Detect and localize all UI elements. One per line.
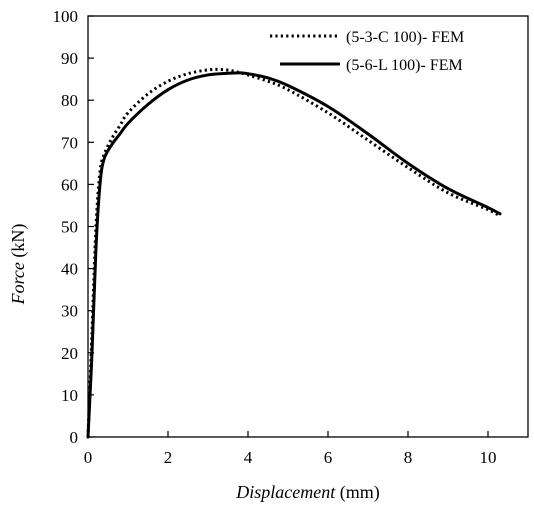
y-tick-label: 0 bbox=[70, 428, 79, 447]
series-layer bbox=[86, 67, 502, 439]
x-tick-label: 10 bbox=[480, 448, 497, 467]
x-axis-title-name: Displacement bbox=[235, 482, 336, 502]
y-axis-title-name: Force bbox=[8, 262, 28, 305]
y-tick-label: 80 bbox=[61, 91, 78, 110]
x-tick-label: 6 bbox=[324, 448, 333, 467]
x-tick-label: 2 bbox=[164, 448, 173, 467]
y-tick-label: 100 bbox=[53, 7, 79, 26]
y-axis-title-unit: (kN) bbox=[8, 224, 29, 258]
legend-label-series-2: (5-6-L 100)- FEM bbox=[346, 57, 463, 74]
legend-label-series-1: (5-3-C 100)- FEM bbox=[346, 29, 464, 46]
x-axis-title: Displacement (mm) bbox=[235, 482, 379, 503]
y-tick-label: 90 bbox=[61, 49, 78, 68]
series-line-2 bbox=[86, 71, 502, 439]
y-tick-label: 60 bbox=[61, 175, 78, 194]
x-tick-label: 8 bbox=[404, 448, 413, 467]
axis-tick-labels: 0 10 20 30 40 50 60 70 80 90 100 0 2 4 6 8 10 bbox=[53, 7, 497, 467]
y-tick-label: 70 bbox=[61, 133, 78, 152]
y-tick-label: 20 bbox=[61, 344, 78, 363]
x-tick-label: 0 bbox=[84, 448, 93, 467]
plot-area-frame bbox=[87, 15, 529, 438]
x-tick-label: 4 bbox=[244, 448, 253, 467]
series-line-1 bbox=[86, 67, 501, 438]
y-axis-title: Force (kN) bbox=[8, 224, 29, 306]
x-axis-title-unit: (mm) bbox=[340, 482, 380, 503]
y-tick-label: 10 bbox=[61, 386, 78, 405]
y-tick-label: 40 bbox=[61, 260, 78, 279]
legend: (5-3-C 100)- FEM (5-6-L 100)- FEM bbox=[270, 29, 464, 74]
axis-ticks bbox=[87, 15, 489, 438]
y-tick-label: 30 bbox=[61, 302, 78, 321]
y-tick-label: 50 bbox=[61, 218, 78, 237]
